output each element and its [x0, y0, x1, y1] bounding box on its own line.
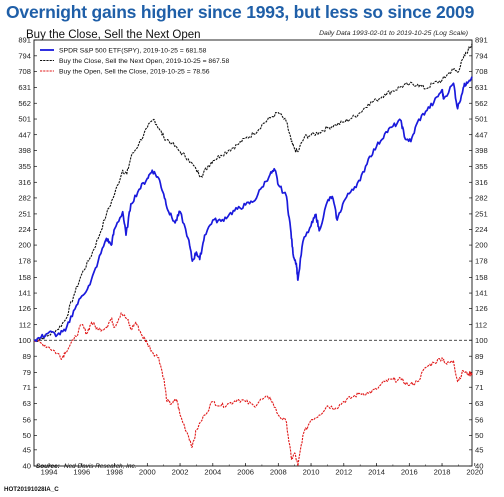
- y-tick-label: 891: [475, 36, 488, 45]
- y-tick-label: 112: [19, 320, 31, 329]
- y-tick-label: 794: [18, 51, 31, 60]
- x-tick-label: 2016: [401, 468, 418, 477]
- y-tick-label: 71: [475, 383, 483, 392]
- y-tick-label: 63: [475, 399, 483, 408]
- x-tick-label: 2002: [172, 468, 189, 477]
- y-tick-label: 708: [18, 67, 31, 76]
- x-tick-label: 1996: [73, 468, 90, 477]
- y-tick-label: 178: [475, 257, 488, 266]
- y-tick-label: 200: [18, 241, 31, 250]
- y-tick-label: 398: [18, 146, 31, 155]
- y-tick-label: 501: [475, 115, 488, 124]
- chart-note: Daily Data 1993-02-01 to 2019-10-25 (Log…: [319, 30, 468, 37]
- y-tick-label: 158: [475, 273, 488, 282]
- x-tick-label: 1994: [41, 468, 58, 477]
- y-tick-label: 40: [23, 462, 31, 471]
- x-axis: 1994 1996 1998 2000 2002 2004 2006 2008 2010 2012…: [41, 463, 483, 477]
- x-tick-label: 2006: [237, 468, 254, 477]
- y-tick-label: 794: [475, 51, 488, 60]
- y-tick-label: 112: [475, 320, 487, 329]
- y-tick-label: 562: [18, 99, 31, 108]
- y-tick-label: 355: [475, 162, 488, 171]
- series-line-3: [33, 312, 473, 467]
- y-tick-label: 79: [23, 368, 31, 377]
- series-line-1: [34, 76, 473, 343]
- y-tick-label: 89: [23, 352, 31, 361]
- y-tick-label: 50: [475, 431, 483, 440]
- y-tick-label: 200: [475, 241, 488, 250]
- x-tick-label: 2000: [139, 468, 156, 477]
- x-tick-label: 1998: [106, 468, 123, 477]
- y-tick-label: 45: [475, 445, 483, 454]
- y-tick-label: 89: [475, 352, 483, 361]
- legend: SPDR S&P 500 ETF(SPY), 2019-10-25 = 681.…: [40, 47, 229, 75]
- y-tick-label: 708: [475, 67, 488, 76]
- x-tick-label: 2010: [303, 468, 320, 477]
- y-tick-label: 282: [475, 194, 488, 203]
- x-tick-label: 2014: [368, 468, 385, 477]
- y-tick-label: 398: [475, 146, 488, 155]
- y-axis-right: 891 794 708 631 562 501 447 398 355 316 282 251 224 2…: [469, 36, 488, 471]
- footer-code: HOT20191028IA_C: [4, 486, 59, 493]
- headline: Overnight gains higher since 1993, but l…: [6, 2, 475, 22]
- y-tick-label: 224: [475, 225, 488, 234]
- y-tick-label: 178: [18, 257, 31, 266]
- legend-label: SPDR S&P 500 ETF(SPY), 2019-10-25 = 681.…: [59, 47, 207, 54]
- y-tick-label: 56: [23, 415, 31, 424]
- y-tick-label: 631: [475, 83, 488, 92]
- x-tick-label: 2012: [335, 468, 352, 477]
- y-tick-label: 56: [475, 415, 483, 424]
- y-tick-label: 282: [18, 194, 31, 203]
- y-tick-label: 45: [23, 445, 31, 454]
- y-tick-label: 40: [475, 462, 483, 471]
- y-tick-label: 355: [18, 162, 31, 171]
- series-layer: [33, 43, 473, 467]
- y-tick-label: 316: [475, 178, 488, 187]
- source-label: Source:: [36, 463, 60, 470]
- chart-title: Buy the Close, Sell the Next Open: [26, 29, 201, 41]
- y-tick-label: 79: [475, 368, 483, 377]
- y-tick-label: 891: [18, 36, 31, 45]
- y-tick-label: 631: [18, 83, 31, 92]
- y-tick-label: 141: [475, 289, 488, 298]
- y-tick-label: 224: [18, 225, 31, 234]
- series-line-2: [33, 43, 473, 342]
- y-tick-label: 447: [475, 130, 488, 139]
- legend-label: Buy the Close, Sell the Next Open, 2019-…: [59, 58, 229, 65]
- x-tick-label: 2004: [204, 468, 221, 477]
- y-tick-label: 100: [475, 336, 488, 345]
- y-tick-label: 251: [18, 210, 31, 219]
- y-tick-label: 126: [475, 304, 488, 313]
- y-tick-label: 251: [475, 210, 488, 219]
- y-tick-label: 316: [18, 178, 31, 187]
- y-tick-label: 158: [18, 273, 31, 282]
- y-tick-label: 562: [475, 99, 488, 108]
- source-text: Ned Davis Research, Inc.: [64, 463, 136, 470]
- y-tick-label: 63: [23, 399, 31, 408]
- y-tick-label: 447: [18, 130, 31, 139]
- x-tick-label: 2018: [434, 468, 451, 477]
- plot-frame: [33, 39, 473, 467]
- y-tick-label: 141: [18, 289, 31, 298]
- y-tick-label: 126: [18, 304, 31, 313]
- y-axis-left: 891 794 708 631 562 501 447 398 355 316 282 251 224 2…: [18, 36, 37, 471]
- x-tick-label: 2008: [270, 468, 287, 477]
- x-tick-label: 2020: [466, 468, 483, 477]
- y-tick-label: 71: [23, 383, 31, 392]
- y-tick-label: 50: [23, 431, 31, 440]
- y-tick-label: 100: [18, 336, 31, 345]
- y-tick-label: 501: [18, 115, 31, 124]
- legend-label: Buy the Open, Sell the Close, 2019-10-25…: [59, 68, 210, 75]
